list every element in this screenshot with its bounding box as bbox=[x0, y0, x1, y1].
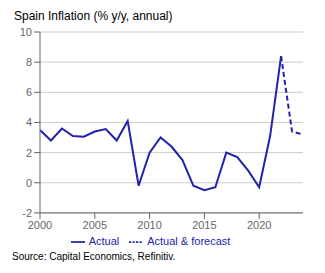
svg-text:2020: 2020 bbox=[247, 219, 271, 231]
svg-text:2005: 2005 bbox=[83, 219, 107, 231]
svg-text:2010: 2010 bbox=[137, 219, 161, 231]
html-text:Actual: Actual bbox=[88, 234, 120, 247]
svg-text:2000: 2000 bbox=[28, 219, 52, 231]
svg-text:0: 0 bbox=[26, 177, 32, 189]
html-text:Actual & forecast: Actual & forecast bbox=[147, 234, 231, 247]
svg-text:10: 10 bbox=[20, 26, 32, 38]
svg-text:-2: -2 bbox=[22, 207, 32, 219]
svg-text:8: 8 bbox=[26, 56, 32, 68]
html-text:Source: Capital Economics, Ref: Source: Capital Economics, Refinitiv. bbox=[12, 251, 176, 262]
html-text:Spain Inflation (% y/y, annual: Spain Inflation (% y/y, annual) bbox=[14, 9, 173, 23]
svg-text:4: 4 bbox=[26, 116, 32, 128]
svg-text:2015: 2015 bbox=[192, 219, 216, 231]
svg-text:2: 2 bbox=[26, 147, 32, 159]
svg-text:6: 6 bbox=[26, 86, 32, 98]
